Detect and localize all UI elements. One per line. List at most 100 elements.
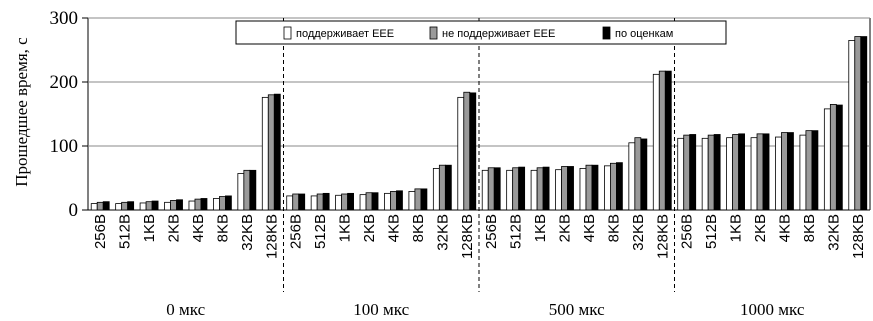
bar	[726, 137, 733, 211]
bar	[127, 201, 135, 211]
legend-swatch	[602, 26, 611, 40]
x-tick-label: 512B	[117, 214, 134, 249]
legend-label: поддерживает EEE	[296, 28, 394, 40]
bar	[658, 70, 666, 211]
bar	[512, 167, 520, 211]
bar	[414, 188, 422, 211]
bar	[713, 134, 721, 211]
bar	[628, 142, 636, 211]
bar	[457, 96, 465, 211]
x-tick-label: 256B	[92, 214, 109, 249]
legend-swatch	[429, 26, 438, 40]
x-tick-label: 32KB	[825, 214, 842, 251]
bar	[261, 96, 269, 211]
bar	[689, 134, 697, 211]
bar	[604, 165, 611, 211]
bar	[347, 192, 354, 211]
bar	[384, 192, 391, 211]
bar	[145, 201, 153, 211]
x-axis: 256B 512B 1KB 2KB 4KB 8KB 32KB 128KB 0 мкс 256B 51…	[92, 214, 867, 319]
bar	[115, 203, 123, 211]
x-tick-label: 2KB	[361, 214, 378, 242]
bar	[213, 198, 220, 211]
bar	[188, 200, 196, 211]
bar	[359, 194, 367, 211]
x-tick-label: 8KB	[410, 214, 427, 242]
bar	[170, 199, 177, 211]
bar	[756, 133, 764, 211]
bar	[530, 169, 538, 211]
bar	[750, 137, 758, 211]
y-axis-title: Прошедшее время, с	[12, 37, 31, 187]
bar	[176, 199, 183, 211]
bar	[848, 40, 856, 211]
x-tick-label: 1KB	[141, 214, 158, 242]
bar	[677, 137, 685, 211]
bar	[365, 192, 373, 211]
bar	[781, 132, 788, 211]
group-label: 500 мкс	[549, 300, 605, 319]
bar	[243, 169, 251, 211]
bar	[225, 195, 232, 211]
bar	[151, 200, 159, 211]
group-separators	[283, 18, 675, 292]
bar	[102, 201, 110, 211]
bar	[96, 201, 104, 211]
bar	[579, 167, 587, 211]
bar	[139, 202, 147, 211]
bar	[829, 104, 837, 211]
x-tick-label: 8KB	[214, 214, 231, 242]
bar	[860, 36, 868, 211]
bar	[371, 192, 379, 211]
bar	[835, 104, 843, 211]
bar	[518, 166, 526, 211]
x-tick-label: 2KB	[166, 214, 183, 242]
legend-swatch	[283, 26, 292, 40]
bar	[237, 173, 245, 211]
bar	[249, 169, 257, 211]
bar	[707, 134, 715, 211]
y-tick-label: 0	[69, 200, 79, 221]
bar	[408, 191, 416, 211]
x-tick-label: 4KB	[190, 214, 207, 242]
group-label: 1000 мкс	[740, 300, 805, 319]
x-tick-label: 1KB	[728, 214, 745, 242]
bar	[493, 167, 501, 211]
bar	[469, 92, 477, 211]
x-tick-label: 512B	[312, 214, 329, 249]
bar	[805, 130, 813, 211]
bar	[219, 196, 226, 211]
legend: поддерживает EEE не поддерживает EEE по оц…	[235, 20, 727, 45]
bar	[273, 93, 281, 211]
x-tick-label: 32KB	[434, 214, 451, 251]
x-tick-label: 256B	[288, 214, 305, 249]
bar	[292, 193, 300, 211]
x-tick-label: 4KB	[385, 214, 402, 242]
bar	[194, 198, 202, 211]
bar	[762, 133, 770, 211]
y-tick-label: 100	[50, 136, 79, 157]
bar	[432, 167, 440, 211]
group-label: 0 мкс	[166, 300, 205, 319]
bar	[591, 164, 599, 211]
x-tick-label: 256B	[483, 214, 500, 249]
bar	[390, 191, 397, 211]
bar	[555, 169, 562, 211]
bar	[463, 91, 471, 211]
legend-label: по оценкам	[615, 28, 673, 40]
bar	[701, 137, 709, 211]
bar	[341, 193, 348, 211]
bar	[811, 130, 819, 211]
y-tick-label: 200	[50, 72, 79, 93]
x-tick-label: 128KB	[459, 214, 476, 259]
bar	[267, 94, 275, 211]
y-tick-label: 300	[50, 8, 79, 29]
x-tick-label: 1KB	[337, 214, 354, 242]
x-tick-label: 1KB	[532, 214, 549, 242]
x-tick-label: 128KB	[263, 214, 280, 259]
bar	[298, 193, 306, 211]
bar	[542, 166, 550, 211]
x-tick-label: 512B	[703, 214, 720, 249]
bar	[420, 188, 428, 211]
bar	[561, 166, 568, 211]
